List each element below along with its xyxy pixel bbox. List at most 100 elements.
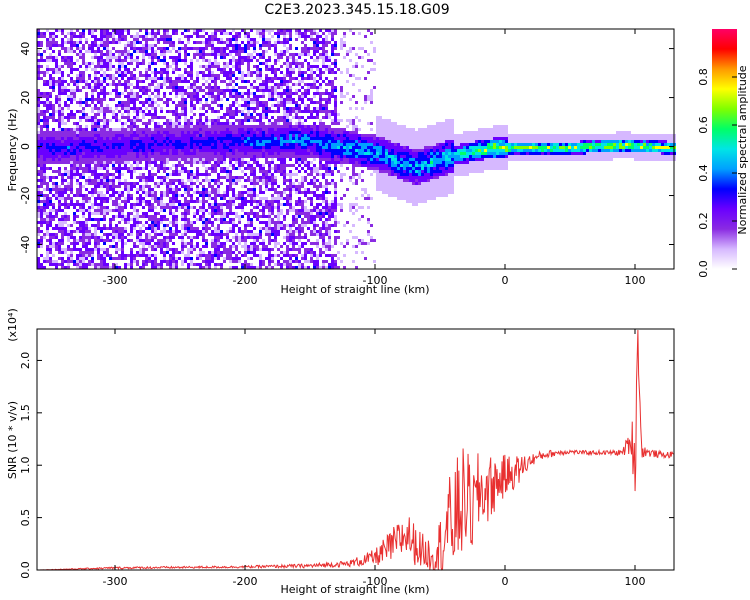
spectrogram-cell	[73, 92, 76, 95]
spectrogram-cell	[40, 221, 43, 224]
spectrogram-cell	[214, 161, 217, 164]
spectrogram-cell	[250, 203, 253, 206]
spectrogram-cell	[169, 248, 172, 251]
spectrogram-cell	[136, 38, 139, 41]
spectrogram-cell	[268, 239, 271, 242]
spectrogram-cell	[58, 242, 61, 245]
spectrogram-cell	[244, 113, 247, 116]
spectrogram-cell	[151, 239, 154, 242]
spectrogram-cell	[217, 257, 220, 260]
spectrogram-cell	[58, 95, 61, 98]
spectrogram-cell	[124, 185, 127, 188]
spectrogram-cell	[127, 101, 130, 104]
spectrogram-cell	[178, 146, 181, 149]
spectrogram-cell	[112, 152, 115, 155]
spectrogram-cell	[301, 263, 304, 266]
spectrogram-cell	[169, 185, 172, 188]
spectrogram-cell	[235, 179, 238, 182]
spectrogram-cell	[235, 176, 238, 179]
spectrogram-cell	[277, 77, 280, 80]
spectrogram-cell	[64, 230, 67, 233]
spectrogram-cell	[133, 155, 136, 158]
spectrogram-cell	[205, 263, 208, 266]
spectrogram-cell	[226, 176, 229, 179]
spectrogram-cell	[199, 143, 202, 146]
spectrogram-cell	[115, 200, 118, 203]
spectrogram-cell	[142, 134, 145, 137]
spectrogram-cell	[277, 56, 280, 59]
spectrogram-cell	[52, 149, 55, 152]
spectrogram-cell	[67, 176, 70, 179]
spectrogram-cell	[181, 152, 184, 155]
spectrogram-cell	[208, 128, 211, 131]
spectrogram-cell	[100, 227, 103, 230]
spectrogram-cell	[157, 92, 160, 95]
spectrogram-cell	[70, 32, 73, 35]
spectrogram-cell	[160, 209, 163, 212]
spectrogram-cell	[169, 125, 172, 128]
spectrogram-cell	[211, 188, 214, 191]
spectrogram-cell	[217, 251, 220, 254]
spectrogram-cell	[154, 182, 157, 185]
spectrogram-cell	[217, 119, 220, 122]
spectrogram-cell	[220, 203, 223, 206]
spectrogram-cell	[256, 146, 259, 149]
spectrogram-cell	[259, 29, 262, 32]
spectrogram-cell	[163, 50, 166, 53]
spectrogram-cell	[169, 257, 172, 260]
spectrogram-cell	[229, 134, 232, 137]
spectrogram-cell	[262, 140, 265, 143]
spectrogram-cell	[73, 80, 76, 83]
spectrogram-cell	[169, 191, 172, 194]
spectrogram-cell	[223, 191, 226, 194]
spectrogram-cell	[166, 239, 169, 242]
spectrogram-cell	[103, 182, 106, 185]
spectrogram-cell	[37, 95, 40, 98]
spectrogram-cell	[163, 131, 166, 134]
spectrogram-cell	[58, 146, 61, 149]
spectrogram-cell	[121, 116, 124, 119]
spectrogram-cell	[79, 203, 82, 206]
spectrogram-cell	[37, 92, 40, 95]
spectrogram-cell	[250, 146, 253, 149]
spectrogram-cell	[67, 260, 70, 263]
spectrogram-cell	[67, 158, 70, 161]
spectrogram-cell	[172, 131, 175, 134]
spectrogram-cell	[121, 59, 124, 62]
spectrogram-cell	[199, 134, 202, 137]
spectrogram-cell	[49, 245, 52, 248]
spectrogram-cell	[139, 149, 142, 152]
spectrogram-cell	[70, 38, 73, 41]
spectrogram-cell	[154, 227, 157, 230]
spectrogram-cell	[226, 98, 229, 101]
spectrogram-cell	[289, 74, 292, 77]
spectrogram-cell	[292, 185, 295, 188]
spectrogram-cell	[283, 197, 286, 200]
spectrogram-cell	[109, 59, 112, 62]
spectrogram-cell	[211, 47, 214, 50]
spectrogram-cell	[265, 176, 268, 179]
spectrogram-cell	[103, 140, 106, 143]
spectrogram-cell	[88, 47, 91, 50]
spectrogram-cell	[118, 59, 121, 62]
spectrogram-cell	[268, 164, 271, 167]
spectrogram-cell	[277, 197, 280, 200]
spectrogram-cell	[247, 212, 250, 215]
spectrogram-cell	[262, 167, 265, 170]
spectrogram-cell	[97, 83, 100, 86]
spectrogram-cell	[205, 245, 208, 248]
spectrogram-cell	[127, 194, 130, 197]
spectrogram-cell	[283, 140, 286, 143]
spectrogram-cell	[181, 164, 184, 167]
spectrogram-cell	[106, 53, 109, 56]
spectrogram-cell	[52, 71, 55, 74]
spectrogram-cell	[109, 110, 112, 113]
spectrogram-cell	[49, 191, 52, 194]
spectrogram-cell	[298, 140, 301, 143]
spectrogram-cell	[244, 227, 247, 230]
spectrogram-cell	[43, 212, 46, 215]
spectrogram-cell	[289, 32, 292, 35]
spectrogram-cell	[103, 176, 106, 179]
spectrogram-cell	[196, 143, 199, 146]
spectrogram-cell	[49, 74, 52, 77]
